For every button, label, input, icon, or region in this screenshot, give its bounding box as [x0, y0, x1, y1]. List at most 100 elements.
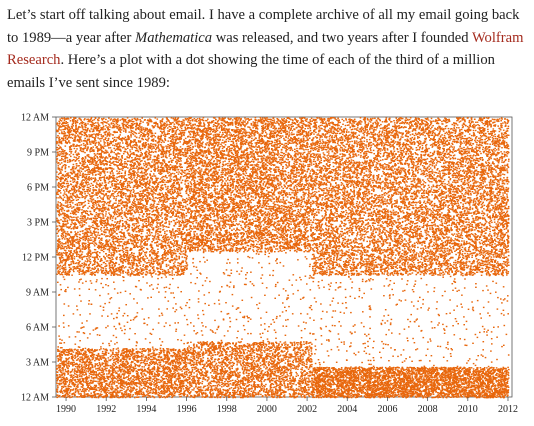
email-dot — [176, 130, 178, 131]
email-dot — [70, 152, 72, 153]
email-dot — [169, 172, 171, 173]
email-dot — [173, 165, 175, 166]
email-dot — [182, 220, 184, 221]
email-dot — [146, 232, 148, 233]
email-dot — [176, 122, 178, 123]
email-dot — [119, 245, 121, 246]
email-dot — [58, 145, 60, 146]
email-dot — [182, 213, 184, 214]
email-dot — [83, 256, 85, 257]
email-dot — [81, 257, 83, 258]
email-dot — [66, 227, 68, 228]
email-dot — [65, 225, 67, 226]
email-dot — [58, 222, 60, 223]
email-dot — [144, 221, 146, 222]
email-dot — [99, 240, 101, 241]
email-dot — [61, 262, 63, 263]
email-dot — [139, 179, 141, 180]
email-dot — [152, 133, 154, 134]
email-dot — [133, 189, 135, 190]
email-dot — [116, 196, 118, 197]
email-dot — [128, 257, 130, 258]
email-dot — [96, 204, 98, 205]
email-dot — [113, 148, 115, 149]
email-dot — [71, 228, 73, 229]
email-dot — [136, 137, 138, 138]
email-dot — [67, 135, 69, 136]
email-dot — [103, 227, 105, 228]
email-dot — [184, 127, 186, 128]
email-dot — [63, 205, 65, 206]
email-dot — [135, 143, 137, 144]
email-dot — [64, 140, 66, 141]
email-dot — [171, 179, 173, 180]
email-dot — [107, 187, 109, 188]
email-dot — [57, 274, 59, 275]
email-dot — [142, 230, 144, 231]
email-dot — [183, 268, 185, 269]
email-dot — [163, 235, 165, 236]
email-dot — [90, 270, 92, 271]
email-dot — [136, 161, 138, 162]
email-dot — [104, 143, 106, 144]
email-dot — [64, 213, 66, 214]
email-dot — [94, 245, 96, 246]
email-dot — [182, 256, 184, 257]
email-dot — [60, 181, 62, 182]
email-dot — [65, 121, 67, 122]
email-dot — [94, 262, 96, 263]
email-dot — [81, 123, 83, 124]
email-dot — [81, 254, 83, 255]
email-dot — [108, 212, 110, 213]
email-dot — [82, 269, 84, 270]
email-dot — [141, 233, 143, 234]
email-dot — [118, 200, 120, 201]
email-dot — [73, 251, 75, 252]
email-dot — [62, 182, 64, 183]
email-dot — [178, 256, 180, 257]
email-dot — [61, 158, 63, 159]
email-dot — [134, 223, 136, 224]
email-dot — [96, 231, 98, 232]
email-dot — [75, 168, 77, 169]
email-dot — [86, 191, 88, 192]
email-dot — [91, 192, 93, 193]
email-dot — [130, 136, 132, 137]
email-dot — [121, 129, 123, 130]
email-dot — [131, 227, 133, 228]
email-dot — [93, 243, 95, 244]
email-dot — [59, 266, 61, 267]
email-dot — [143, 251, 145, 252]
email-dot — [129, 149, 131, 150]
email-dot — [164, 123, 166, 124]
email-dot — [120, 119, 122, 120]
email-dot — [112, 138, 114, 139]
email-dot — [121, 209, 123, 210]
email-dot — [172, 173, 174, 174]
email-dot — [185, 128, 187, 129]
email-dot — [179, 141, 181, 142]
email-dot — [91, 177, 93, 178]
email-dot — [97, 197, 99, 198]
email-dot — [181, 269, 183, 270]
email-dot — [165, 154, 167, 155]
email-dot — [171, 270, 173, 271]
email-dot — [104, 159, 106, 160]
email-dot — [60, 185, 62, 186]
email-dot — [133, 215, 135, 216]
email-dot — [89, 149, 91, 150]
email-dot — [108, 208, 110, 209]
email-dot — [86, 229, 88, 230]
email-dot — [129, 181, 131, 182]
email-dot — [87, 144, 89, 145]
email-dot — [152, 159, 154, 160]
email-dot — [128, 122, 130, 123]
email-dot — [146, 166, 148, 167]
email-dot — [103, 164, 105, 165]
email-dot — [70, 236, 72, 237]
email-dot — [126, 178, 128, 179]
email-dot — [169, 222, 171, 223]
email-dot — [78, 272, 80, 273]
email-dot — [67, 124, 69, 125]
email-dot — [122, 245, 124, 246]
